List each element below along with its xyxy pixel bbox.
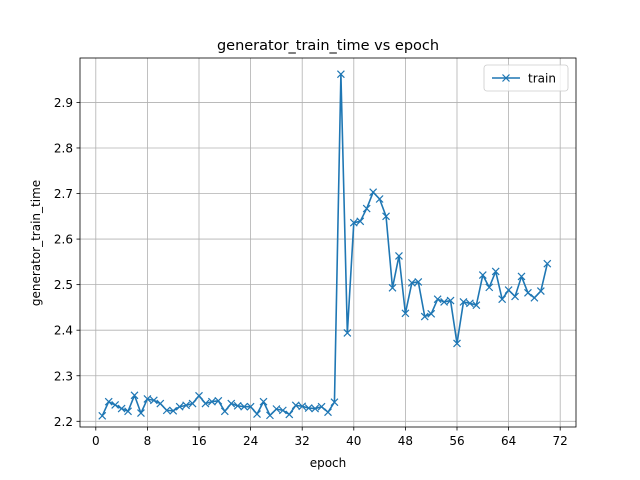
x-tick-label: 8 [144, 434, 152, 448]
y-tick-label: 2.3 [54, 369, 73, 383]
data-point [253, 410, 261, 418]
data-point [440, 298, 449, 306]
data-point [362, 204, 371, 213]
data-point [124, 407, 132, 416]
data-point [214, 396, 223, 405]
data-point [491, 267, 500, 276]
data-point [407, 278, 416, 287]
data-point [356, 217, 365, 226]
data-point [201, 399, 210, 408]
data-point [530, 293, 539, 302]
data-point [459, 298, 468, 306]
data-point [414, 277, 423, 286]
data-point [401, 309, 410, 318]
data-point [543, 259, 552, 268]
y-tick-label: 2.5 [54, 278, 73, 292]
data-point [446, 296, 455, 305]
y-tick-label: 2.7 [54, 187, 73, 201]
data-point [485, 283, 494, 292]
data-point [298, 402, 307, 411]
data-point [149, 396, 158, 405]
data-point [182, 401, 191, 410]
data-point [336, 70, 345, 79]
data-point [156, 399, 165, 408]
x-axis-label: epoch [310, 456, 347, 470]
data-point [395, 252, 403, 260]
data-point [278, 406, 287, 415]
y-axis-label: generator_train_time [29, 180, 43, 306]
data-point [324, 408, 332, 417]
data-point [349, 218, 358, 227]
y-tick-label: 2.2 [54, 415, 73, 429]
data-point [240, 402, 249, 411]
x-tick-label: 0 [92, 434, 100, 448]
data-point [311, 404, 320, 413]
x-tick-label: 24 [243, 434, 258, 448]
data-point [98, 411, 107, 420]
data-point [143, 395, 152, 403]
x-tick-label: 64 [501, 434, 516, 448]
data-point [266, 411, 274, 420]
data-point [453, 339, 461, 348]
data-point [291, 401, 300, 410]
x-tick-label: 16 [191, 434, 206, 448]
data-point [207, 397, 216, 406]
data-point [330, 398, 339, 407]
data-point [478, 271, 487, 279]
data-point [524, 288, 532, 297]
y-tick-label: 2.6 [54, 233, 73, 247]
data-point [511, 292, 519, 301]
data-point [259, 397, 268, 406]
data-point [388, 283, 397, 292]
data-point [285, 410, 294, 419]
data-point [465, 299, 474, 308]
data-point [498, 295, 507, 304]
x-tick-label: 72 [553, 434, 568, 448]
axes-frame [79, 57, 577, 428]
data-point [246, 402, 255, 411]
x-tick-label: 40 [346, 434, 361, 448]
data-point [369, 188, 378, 197]
data-point [304, 404, 313, 413]
legend-marker [502, 74, 510, 82]
data-point [427, 309, 436, 318]
chart-title: generator_train_time vs epoch [217, 38, 439, 54]
data-point [382, 212, 390, 221]
data-point [517, 272, 526, 281]
y-tick-label: 2.4 [54, 324, 73, 338]
data-point [104, 397, 113, 406]
data-point [375, 195, 384, 203]
legend-label: train [528, 72, 556, 86]
plot-area: 0 8 16 24 32 40 48 56 64 72 2.2 2.3 2.4 2.5 2.6 2.7 2.8 2… [54, 57, 577, 448]
data-point [188, 399, 197, 408]
y-tick-label: 2.8 [54, 141, 73, 155]
x-tick-label: 32 [295, 434, 310, 448]
data-point [536, 287, 545, 295]
data-point [195, 391, 203, 400]
data-point [130, 391, 139, 400]
data-point [162, 406, 171, 415]
data-point [420, 312, 429, 321]
data-point [117, 404, 126, 413]
data-point [111, 400, 120, 409]
data-point [233, 401, 242, 410]
data-point [433, 295, 442, 304]
x-tick-label: 48 [398, 434, 413, 448]
x-tick-label: 56 [449, 434, 464, 448]
data-point [175, 402, 184, 411]
data-point [220, 407, 229, 416]
data-point [504, 286, 513, 295]
data-point [317, 402, 326, 411]
y-tick-label: 2.9 [54, 96, 73, 110]
data-point [472, 301, 481, 310]
data-point [137, 409, 145, 418]
data-point [272, 405, 281, 413]
data-point [227, 399, 236, 408]
data-point [343, 329, 352, 337]
data-point [169, 406, 178, 415]
legend-box [483, 64, 569, 92]
